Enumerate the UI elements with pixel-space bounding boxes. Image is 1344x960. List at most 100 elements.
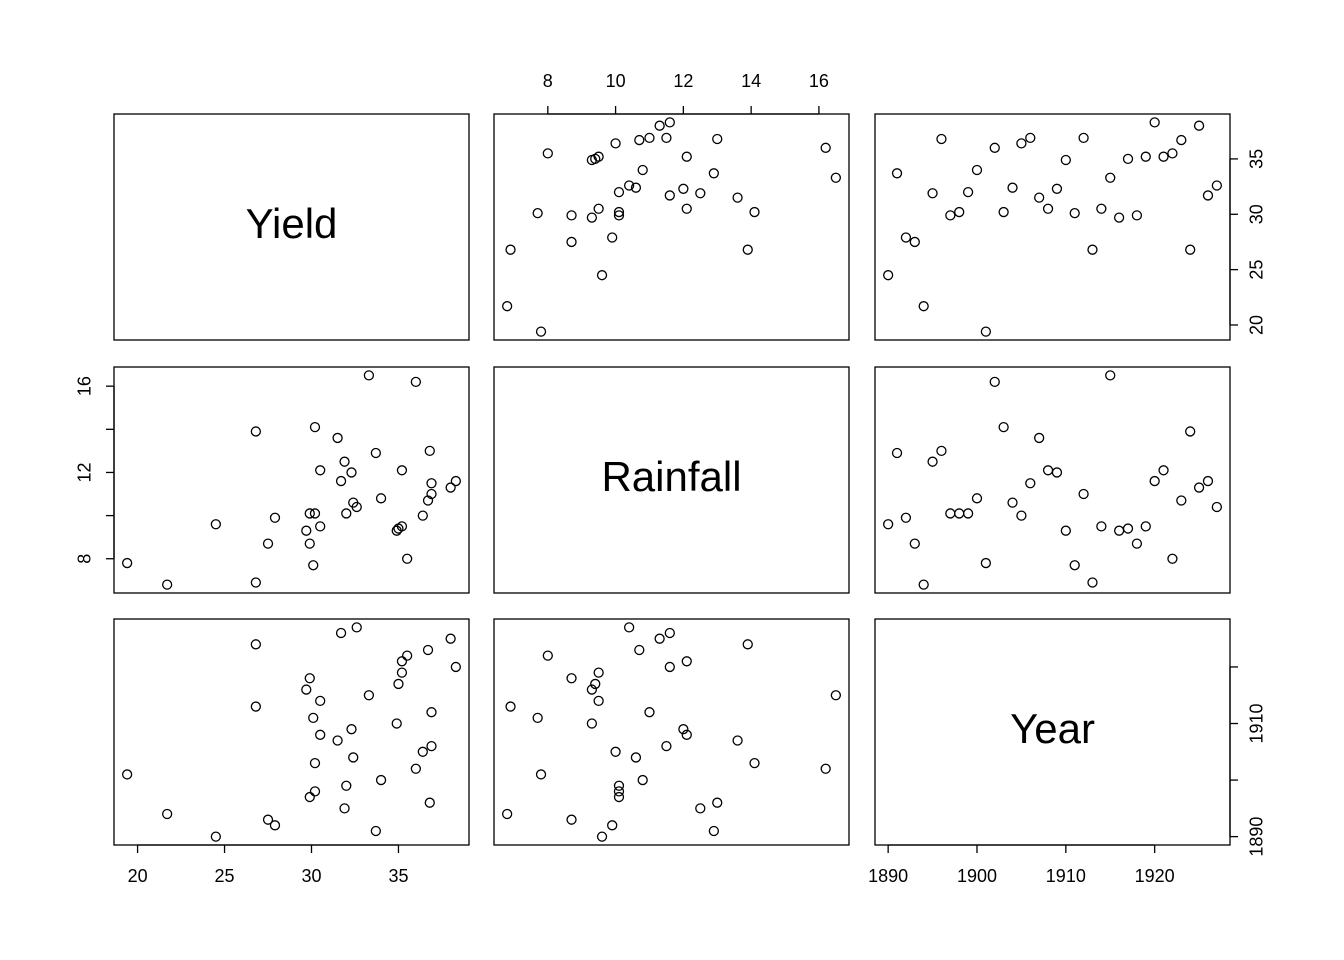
point: [121, 769, 133, 780]
point: [918, 301, 929, 312]
point: [210, 519, 221, 530]
point: [900, 232, 912, 243]
variable-label: Year: [1010, 705, 1095, 752]
point: [695, 803, 706, 814]
point: [422, 644, 434, 656]
point: [309, 421, 321, 433]
point: [532, 712, 543, 724]
point: [1140, 521, 1151, 532]
point: [610, 138, 621, 149]
point: [586, 718, 598, 729]
point: [681, 656, 692, 667]
point: [630, 182, 642, 193]
point: [613, 186, 625, 198]
point: [623, 180, 635, 191]
point: [501, 808, 513, 820]
point: [1122, 523, 1134, 534]
point: [1185, 244, 1196, 255]
point: [426, 478, 437, 489]
point: [644, 132, 655, 144]
point: [542, 650, 553, 661]
point: [1113, 212, 1125, 223]
point: [630, 752, 642, 763]
point: [341, 780, 352, 791]
point: [304, 673, 315, 684]
point: [301, 684, 312, 695]
point: [1042, 203, 1054, 214]
point: [1007, 497, 1018, 508]
point: [830, 690, 842, 701]
point: [250, 577, 261, 588]
point: [402, 650, 413, 661]
point: [681, 729, 692, 740]
point: [1193, 120, 1205, 131]
point: [830, 172, 842, 183]
point: [396, 521, 408, 532]
x-tick-label: 35: [388, 866, 408, 886]
point: [370, 825, 381, 837]
point: [749, 757, 760, 769]
point: [918, 579, 929, 590]
point: [308, 712, 319, 724]
y-tick-label: 8: [75, 554, 95, 564]
point: [820, 142, 831, 153]
point: [971, 164, 983, 176]
point: [1016, 510, 1027, 521]
point: [262, 538, 274, 549]
point: [962, 186, 974, 198]
point: [593, 203, 604, 214]
point: [304, 508, 315, 519]
point: [396, 656, 408, 667]
point: [1202, 190, 1214, 201]
point: [945, 210, 956, 221]
point: [954, 508, 965, 519]
point: [535, 326, 547, 337]
point: [341, 508, 352, 519]
x-tick-label: 16: [809, 71, 829, 91]
point: [315, 729, 326, 740]
point: [396, 465, 408, 476]
y-tick-label: 12: [75, 462, 95, 482]
y-tick-label: 16: [75, 376, 95, 396]
point: [623, 622, 635, 633]
point: [712, 133, 723, 145]
point: [375, 493, 387, 504]
variable-label: Rainfall: [601, 453, 741, 500]
point: [613, 791, 625, 803]
point: [1087, 244, 1098, 255]
point: [664, 190, 675, 201]
point: [335, 475, 347, 487]
point: [422, 495, 434, 506]
point: [927, 456, 938, 467]
point: [363, 370, 375, 381]
point: [661, 132, 672, 144]
point: [1069, 560, 1080, 571]
panel-frame: [493, 113, 850, 341]
point: [410, 376, 422, 387]
point: [664, 661, 675, 673]
point: [732, 735, 743, 746]
point: [1025, 132, 1036, 144]
point: [370, 447, 381, 459]
point: [654, 120, 665, 131]
panel-frame: [113, 113, 470, 341]
point: [708, 168, 720, 179]
point: [315, 521, 326, 532]
point: [613, 206, 625, 218]
point: [613, 210, 625, 221]
point: [351, 622, 362, 633]
point: [900, 512, 912, 523]
point: [634, 134, 645, 146]
point: [161, 808, 173, 820]
point: [308, 560, 319, 571]
point: [566, 236, 577, 248]
point: [610, 746, 621, 757]
point: [542, 148, 553, 159]
point: [304, 791, 315, 803]
y-tick-label: 30: [1247, 204, 1267, 224]
point: [661, 740, 672, 752]
y-tick-label: 1890: [1247, 817, 1267, 857]
point: [742, 639, 753, 650]
panel-frame: [874, 366, 1231, 594]
point: [1016, 138, 1027, 149]
